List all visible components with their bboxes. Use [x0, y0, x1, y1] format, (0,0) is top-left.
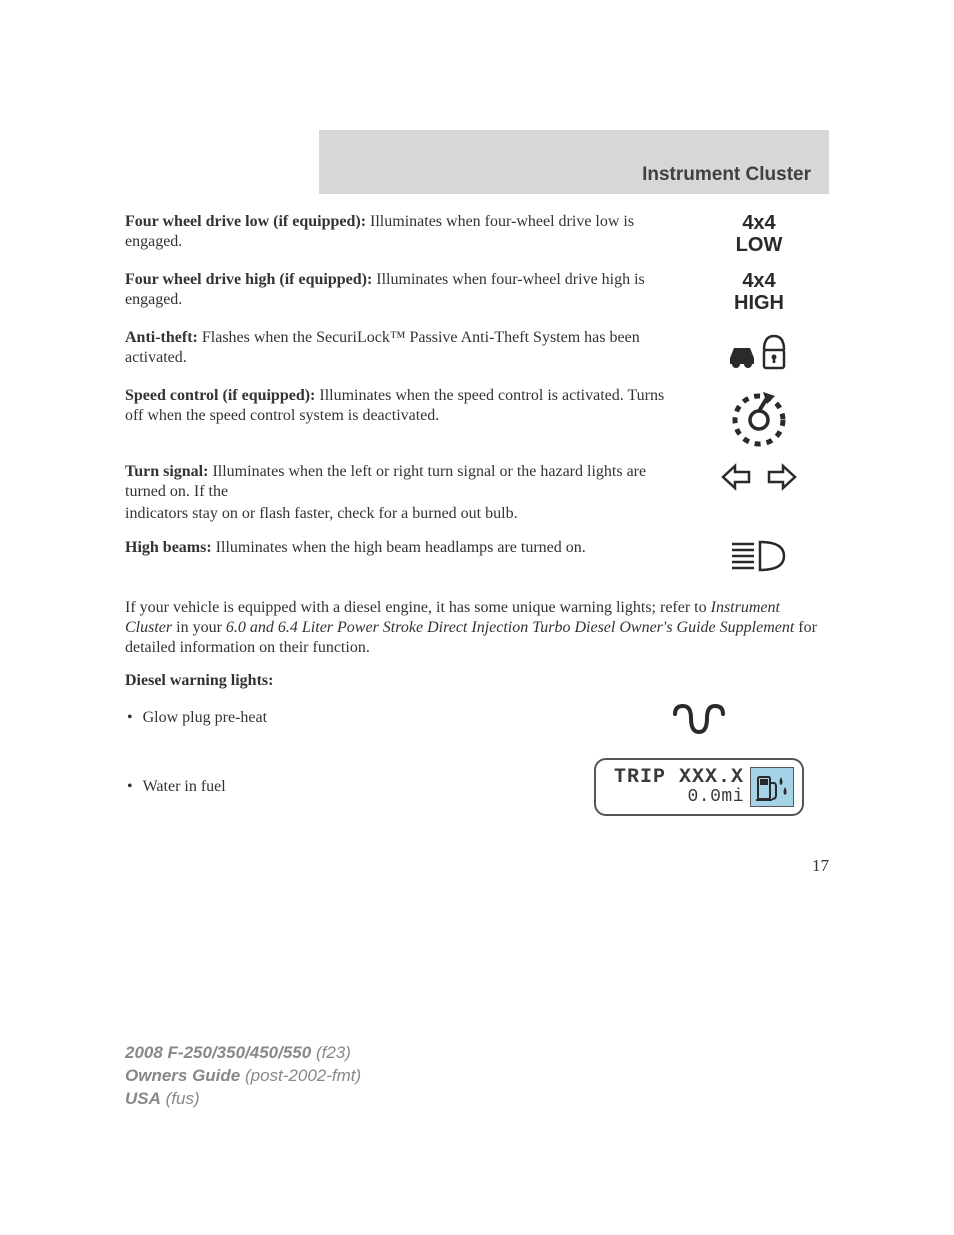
diesel-warning-heading: Diesel warning lights:	[125, 672, 829, 690]
diesel-intro-mid: in your	[172, 619, 226, 636]
trip-line2: 0.0mi	[614, 788, 744, 807]
entry-title: Speed control (if equipped):	[125, 387, 315, 404]
turn-signal-icon	[689, 462, 829, 492]
entry-text: Four wheel drive low (if equipped): Illu…	[125, 212, 689, 252]
bullet-glow-plug: Glow plug pre-heat	[125, 700, 829, 736]
entry-title: Four wheel drive low (if equipped):	[125, 213, 366, 230]
fwd-low-icon: 4x4 LOW	[689, 212, 829, 256]
entry-title: High beams:	[125, 539, 212, 556]
diesel-intro-pre: If your vehicle is equipped with a diese…	[125, 599, 711, 616]
entry-turn-signal: Turn signal: Illuminates when the left o…	[125, 462, 829, 502]
footer-line3-bold: USA	[125, 1089, 161, 1108]
entry-title: Anti-theft:	[125, 329, 198, 346]
content-body: Four wheel drive low (if equipped): Illu…	[125, 212, 829, 876]
bullet-text: Glow plug pre-heat	[125, 709, 569, 727]
entry-fwd-low: Four wheel drive low (if equipped): Illu…	[125, 212, 829, 256]
footer-block: 2008 F-250/350/450/550 (f23) Owners Guid…	[125, 1042, 361, 1111]
anti-theft-icon	[689, 328, 829, 372]
footer-line2-bold: Owners Guide	[125, 1066, 240, 1085]
footer-line1: 2008 F-250/350/450/550 (f23)	[125, 1042, 361, 1065]
footer-line2-rest: (post-2002-fmt)	[240, 1066, 361, 1085]
entry-high-beams: High beams: Illuminates when the high be…	[125, 538, 829, 574]
entry-text: Turn signal: Illuminates when the left o…	[125, 462, 689, 502]
high-beams-icon	[689, 538, 829, 574]
entry-text: Speed control (if equipped): Illuminates…	[125, 386, 689, 426]
footer-line3: USA (fus)	[125, 1088, 361, 1111]
entry-body: Illuminates when the high beam headlamps…	[212, 539, 586, 556]
fwd-high-icon: 4x4 HIGH	[689, 270, 829, 314]
trip-display: TRIP XXX.X 0.0mi	[594, 758, 804, 816]
glow-plug-icon	[569, 700, 829, 736]
speed-control-icon	[689, 386, 829, 448]
icon-text-line1: 4x4	[734, 270, 784, 292]
footer-line3-rest: (fus)	[161, 1089, 200, 1108]
entry-anti-theft: Anti-theft: Flashes when the SecuriLock™…	[125, 328, 829, 372]
footer-line2: Owners Guide (post-2002-fmt)	[125, 1065, 361, 1088]
entry-text: Four wheel drive high (if equipped): Ill…	[125, 270, 689, 310]
trip-line1: TRIP XXX.X	[614, 767, 744, 788]
bullet-text: Water in fuel	[125, 778, 569, 796]
entry-text: High beams: Illuminates when the high be…	[125, 538, 689, 558]
section-header: Instrument Cluster	[319, 130, 829, 194]
bullet-water-in-fuel: Water in fuel TRIP XXX.X 0.0mi	[125, 758, 829, 816]
entry-body: Flashes when the SecuriLock™ Passive Ant…	[125, 329, 640, 366]
entry-speed-control: Speed control (if equipped): Illuminates…	[125, 386, 829, 448]
icon-text-line2: LOW	[736, 234, 783, 256]
page-number: 17	[125, 856, 829, 876]
icon-text-line2: HIGH	[734, 292, 784, 314]
turn-signal-continuation: indicators stay on or flash faster, chec…	[125, 504, 829, 524]
entry-text: Anti-theft: Flashes when the SecuriLock™…	[125, 328, 689, 368]
entry-title: Turn signal:	[125, 463, 208, 480]
entry-title: Four wheel drive high (if equipped):	[125, 271, 372, 288]
footer-line1-bold: 2008 F-250/350/450/550	[125, 1043, 311, 1062]
section-title: Instrument Cluster	[642, 164, 811, 186]
water-in-fuel-icon: TRIP XXX.X 0.0mi	[569, 758, 829, 816]
footer-line1-rest: (f23)	[311, 1043, 351, 1062]
diesel-intro-paragraph: If your vehicle is equipped with a diese…	[125, 598, 829, 658]
fuel-pump-drops-icon	[750, 767, 794, 807]
icon-text-line1: 4x4	[736, 212, 783, 234]
diesel-intro-ital2: 6.0 and 6.4 Liter Power Stroke Direct In…	[226, 619, 794, 636]
entry-fwd-high: Four wheel drive high (if equipped): Ill…	[125, 270, 829, 314]
